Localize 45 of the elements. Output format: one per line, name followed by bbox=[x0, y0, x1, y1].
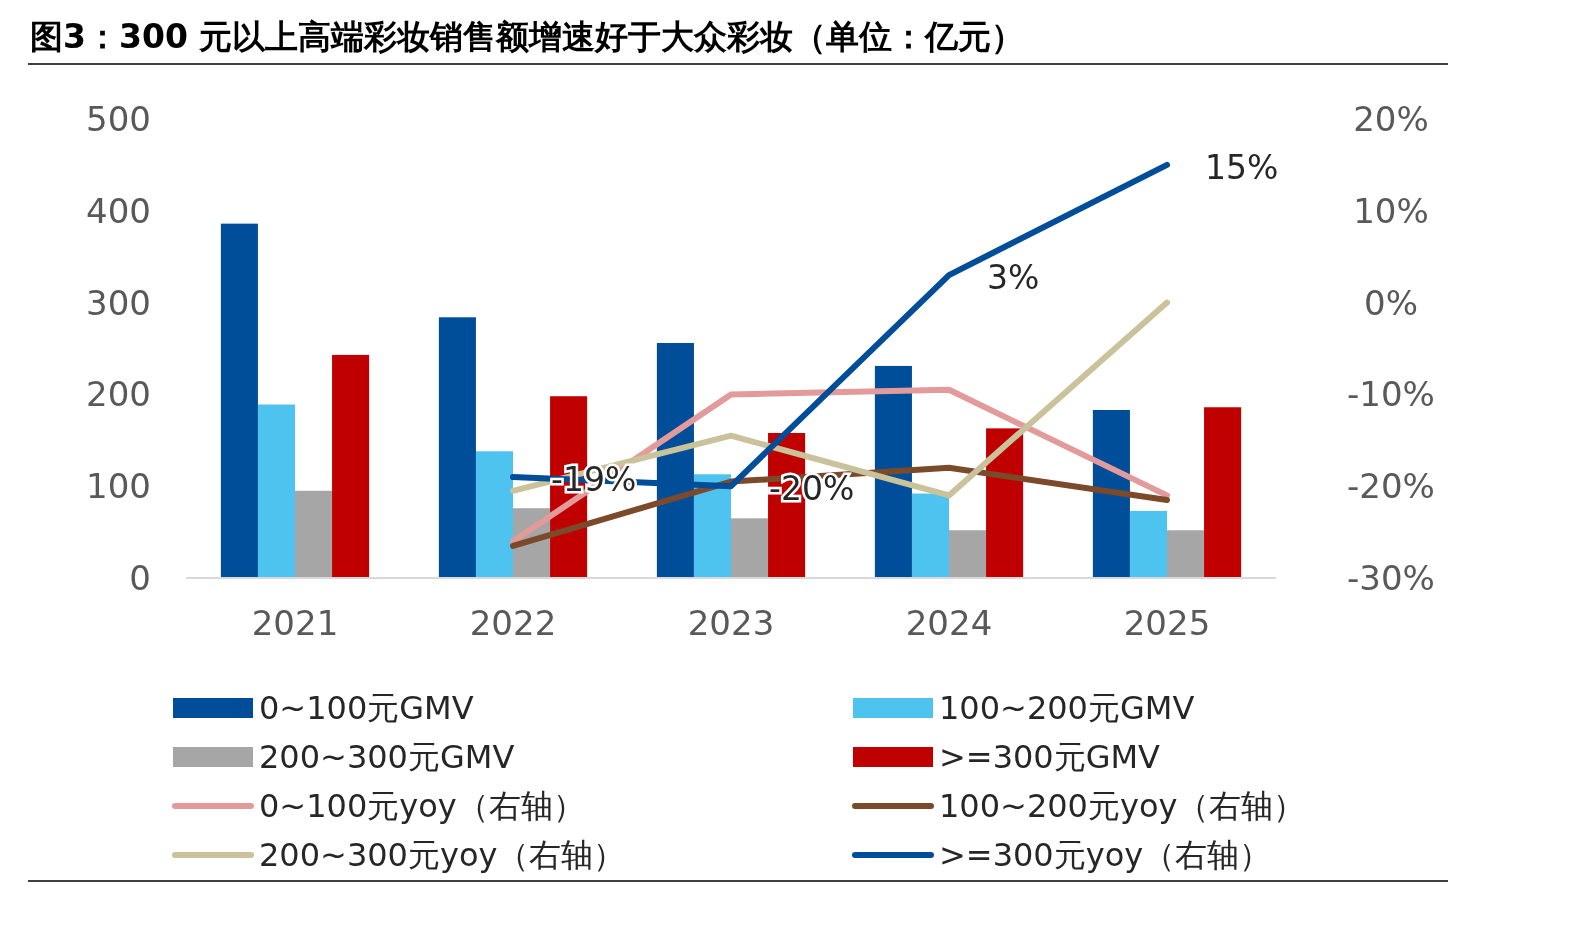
bar bbox=[731, 518, 769, 578]
legend-label: 100~200元yoy（右轴） bbox=[939, 787, 1306, 826]
data-label: 3% bbox=[987, 258, 1040, 298]
legend-label: 0~100元GMV bbox=[259, 689, 474, 728]
y-tick-label: 0 bbox=[129, 557, 151, 598]
bar bbox=[295, 490, 333, 578]
legend-label: >=300元yoy（右轴） bbox=[939, 836, 1272, 875]
bar bbox=[693, 474, 731, 578]
y-tick-label: 500 bbox=[86, 98, 151, 139]
x-tick-label: 2022 bbox=[469, 603, 557, 643]
y-tick-label: 100 bbox=[86, 466, 151, 507]
legend-label: 200~300元yoy（右轴） bbox=[259, 836, 626, 875]
data-label: 15% bbox=[1205, 147, 1279, 187]
x-tick-label: 2021 bbox=[251, 603, 339, 643]
legend-label: 0~100元yoy（右轴） bbox=[259, 787, 585, 826]
bar bbox=[257, 404, 295, 578]
x-tick-label: 2023 bbox=[687, 603, 775, 643]
y-tick-label: 200 bbox=[86, 374, 151, 415]
y2-tick-label: 0% bbox=[1364, 282, 1418, 323]
bar bbox=[1204, 407, 1242, 578]
bar bbox=[475, 451, 513, 578]
bar bbox=[874, 365, 912, 578]
y2-tick-label: -20% bbox=[1347, 466, 1435, 507]
chart-title: 图3：300 元以上高端彩妆销售额增速好于大众彩妆（单位：亿元） bbox=[30, 17, 1025, 56]
legend-label: 100~200元GMV bbox=[939, 689, 1195, 728]
x-tick-label: 2025 bbox=[1123, 603, 1211, 643]
y2-tick-label: -30% bbox=[1347, 557, 1435, 598]
y-tick-label: 300 bbox=[86, 282, 151, 323]
y2-tick-label: 20% bbox=[1353, 98, 1429, 139]
bar bbox=[986, 428, 1024, 578]
bar bbox=[1129, 510, 1167, 578]
bar bbox=[1167, 530, 1205, 578]
legend-label: >=300元GMV bbox=[939, 738, 1161, 777]
bar bbox=[1092, 410, 1130, 578]
bar bbox=[911, 493, 949, 578]
y2-tick-label: -10% bbox=[1347, 374, 1435, 415]
y2-tick-label: 10% bbox=[1353, 190, 1429, 231]
bar bbox=[220, 223, 258, 578]
x-tick-label: 2024 bbox=[905, 603, 993, 643]
y-tick-label: 400 bbox=[86, 190, 151, 231]
legend-label: 200~300元GMV bbox=[259, 738, 515, 777]
bar bbox=[949, 530, 987, 578]
bar bbox=[332, 354, 370, 578]
bar bbox=[438, 317, 476, 578]
data-label: -19% bbox=[551, 460, 637, 500]
